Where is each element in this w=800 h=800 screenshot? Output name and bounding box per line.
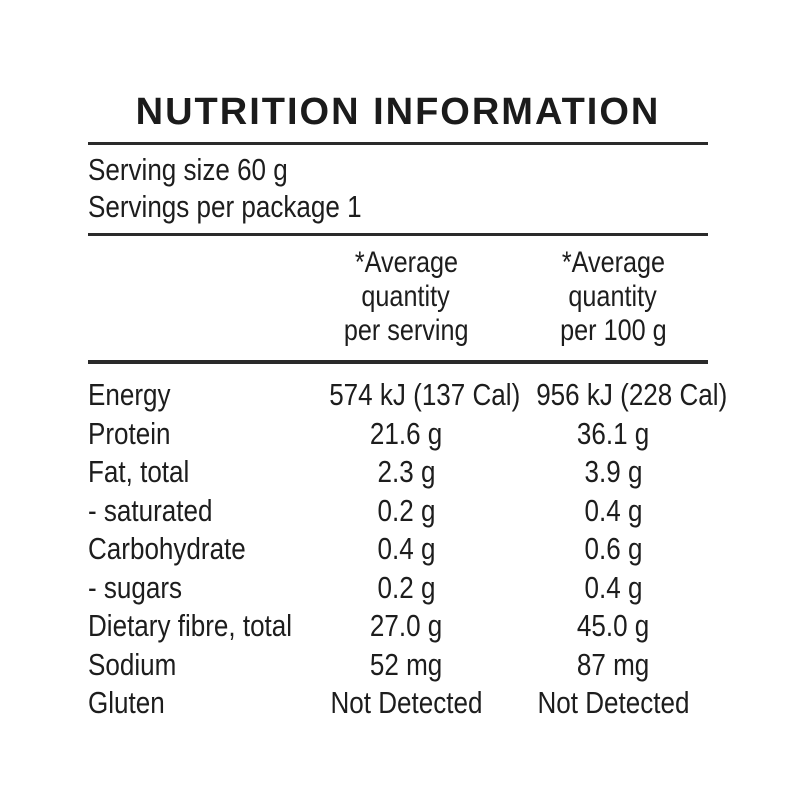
nutrition-panel: NUTRITION INFORMATION Serving size 60 g … [88, 90, 728, 723]
title-divider [88, 142, 708, 145]
per-serving-header-line-1: *Average [311, 246, 501, 280]
column-headers: *Average quantity per serving *Average q… [88, 246, 708, 348]
per-100g-value: 3.9 g [584, 454, 642, 489]
table-row-carbohydrate: Carbohydrate 0.4 g 0.6 g [88, 530, 708, 569]
per-100g-value: 87 mg [576, 646, 650, 682]
serving-divider [88, 233, 708, 236]
per-serving-value: 0.4 g [377, 531, 435, 566]
servings-per-package-line: Servings per package 1 [88, 188, 708, 225]
panel-title: NUTRITION INFORMATION [135, 91, 661, 133]
per-100g-header-text-2: quantity [568, 280, 658, 313]
per-serving-column-header: *Average quantity per serving [311, 246, 501, 348]
per-serving-header-text-1: *Average [354, 246, 458, 279]
table-row-sugars: - sugars 0.2 g 0.4 g [88, 569, 708, 608]
per-100g-value: 45.0 g [576, 608, 650, 643]
table-row-protein: Protein 21.6 g 36.1 g [88, 415, 708, 454]
per-100g-value: 0.6 g [584, 531, 642, 566]
table-row-saturated-fat: - saturated 0.2 g 0.4 g [88, 492, 708, 531]
per-serving-header-text-2: quantity [361, 280, 451, 313]
nutrition-table: Energy 574 kJ (137 Cal) 956 kJ (228 Cal)… [88, 376, 728, 723]
nutrient-name: - sugars [88, 569, 183, 605]
per-100g-value: 36.1 g [576, 415, 650, 451]
header-divider [88, 360, 708, 364]
nutrient-column-header-spacer [88, 246, 294, 348]
per-serving-value: 2.3 g [377, 454, 435, 489]
per-100g-value: 956 kJ (228 Cal) [536, 377, 728, 412]
per-serving-value: Not Detected [330, 685, 482, 720]
serving-size-line: Serving size 60 g [88, 151, 708, 188]
per-100g-header-text-3: per 100 g [559, 314, 667, 347]
per-serving-value: 21.6 g [369, 415, 443, 451]
per-serving-value: 0.2 g [377, 492, 435, 528]
nutrient-name: Fat, total [88, 454, 190, 489]
nutrient-name: - saturated [88, 492, 213, 528]
table-row-gluten: Gluten Not Detected Not Detected [88, 684, 708, 723]
table-row-dietary-fibre: Dietary fibre, total 27.0 g 45.0 g [88, 607, 708, 646]
table-row-fat-total: Fat, total 2.3 g 3.9 g [88, 453, 708, 492]
nutrient-name: Sodium [88, 646, 177, 682]
nutrient-name: Energy [88, 377, 171, 412]
per-100g-header-line-3: per 100 g [518, 314, 708, 348]
per-serving-header-text-3: per serving [343, 314, 469, 347]
nutrient-name: Protein [88, 415, 171, 451]
serving-size-text: Serving size 60 g [88, 152, 288, 187]
per-serving-header-line-2: quantity [311, 280, 501, 314]
per-100g-value: Not Detected [537, 685, 689, 720]
per-100g-value: 0.4 g [584, 569, 642, 605]
per-serving-header-line-3: per serving [311, 314, 501, 348]
nutrient-name: Dietary fibre, total [88, 608, 293, 643]
per-serving-value: 0.2 g [377, 569, 435, 605]
per-serving-value: 27.0 g [369, 608, 443, 643]
serving-info: Serving size 60 g Servings per package 1 [88, 151, 708, 225]
per-serving-value: 52 mg [369, 646, 443, 682]
per-100g-column-header: *Average quantity per 100 g [518, 246, 708, 348]
servings-per-package-text: Servings per package 1 [88, 189, 362, 224]
table-row-energy: Energy 574 kJ (137 Cal) 956 kJ (228 Cal) [88, 376, 728, 415]
nutrient-name: Gluten [88, 685, 165, 720]
per-100g-header-text-1: *Average [561, 246, 665, 279]
per-100g-header-line-1: *Average [518, 246, 708, 280]
per-serving-value: 574 kJ (137 Cal) [329, 377, 521, 412]
nutrient-name: Carbohydrate [88, 531, 246, 566]
table-row-sodium: Sodium 52 mg 87 mg [88, 646, 708, 685]
per-100g-header-line-2: quantity [518, 280, 708, 314]
per-100g-value: 0.4 g [584, 492, 642, 528]
